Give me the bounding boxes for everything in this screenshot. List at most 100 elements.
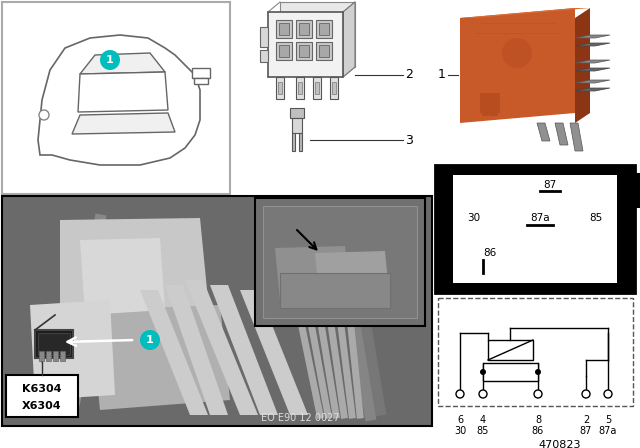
Text: EO E90 12 0027: EO E90 12 0027 (260, 413, 339, 423)
Circle shape (535, 369, 541, 375)
Bar (38, 333, 70, 355)
Polygon shape (575, 60, 610, 63)
Text: 3: 3 (405, 134, 413, 146)
Polygon shape (460, 8, 590, 18)
Polygon shape (60, 218, 210, 360)
Bar (319, 23, 329, 35)
Text: 6: 6 (457, 415, 463, 425)
Text: K6304: K6304 (22, 384, 61, 394)
Bar (255, 198, 425, 326)
Bar (316, 42, 332, 60)
Bar (279, 45, 289, 57)
Bar (276, 20, 292, 38)
Bar (296, 42, 312, 60)
Bar (60, 351, 65, 361)
Circle shape (100, 50, 120, 70)
Polygon shape (80, 53, 165, 74)
Bar (46, 351, 51, 361)
Polygon shape (575, 43, 610, 46)
Polygon shape (185, 280, 258, 415)
Bar (299, 133, 302, 151)
Bar (453, 175, 617, 283)
Bar (617, 212, 625, 224)
Polygon shape (575, 88, 610, 91)
Bar (332, 82, 336, 94)
Text: 1: 1 (438, 69, 446, 82)
Text: 85: 85 (589, 213, 603, 223)
Circle shape (502, 38, 532, 68)
Polygon shape (210, 285, 278, 415)
Circle shape (534, 390, 542, 398)
Bar (296, 20, 312, 38)
Bar (315, 82, 319, 94)
Text: 30: 30 (454, 426, 466, 436)
Bar (292, 133, 295, 151)
Polygon shape (140, 290, 208, 415)
Polygon shape (575, 68, 610, 71)
Polygon shape (38, 35, 200, 165)
Bar (260, 50, 268, 62)
Bar (319, 45, 329, 57)
Polygon shape (275, 246, 350, 300)
Polygon shape (72, 113, 175, 134)
Text: 1: 1 (106, 55, 114, 65)
Text: 8: 8 (535, 415, 541, 425)
Bar (263, 206, 417, 318)
Bar (299, 45, 309, 57)
Bar (6, 375, 78, 417)
Bar (53, 351, 58, 361)
Text: 87: 87 (580, 426, 592, 436)
Bar (268, 12, 343, 77)
Text: 85: 85 (477, 426, 489, 436)
Bar (260, 27, 268, 47)
Text: 87a: 87a (530, 213, 550, 223)
Polygon shape (575, 35, 610, 38)
Circle shape (480, 369, 486, 375)
Bar (192, 68, 210, 78)
Bar (292, 118, 302, 133)
Polygon shape (90, 305, 230, 410)
Polygon shape (78, 72, 168, 112)
Polygon shape (165, 285, 228, 415)
Bar (280, 273, 390, 308)
Bar (445, 212, 453, 224)
Bar (276, 42, 292, 60)
Bar (276, 77, 284, 99)
Text: 86: 86 (483, 248, 496, 258)
Circle shape (456, 390, 464, 398)
Bar (482, 108, 498, 116)
Polygon shape (537, 123, 550, 141)
Polygon shape (80, 238, 165, 315)
Bar (313, 77, 321, 99)
Text: 86: 86 (532, 426, 544, 436)
Bar (279, 23, 289, 35)
Polygon shape (460, 8, 575, 123)
Bar (35, 330, 73, 358)
Polygon shape (555, 123, 568, 145)
Polygon shape (315, 251, 390, 305)
Circle shape (604, 390, 612, 398)
Bar (2, 196, 432, 426)
Bar (194, 78, 208, 84)
Circle shape (140, 330, 160, 350)
Circle shape (582, 390, 590, 398)
Polygon shape (575, 8, 590, 123)
Bar (278, 82, 282, 94)
Bar (435, 165, 450, 180)
Bar (299, 23, 309, 35)
Bar (39, 351, 44, 361)
Bar (316, 20, 332, 38)
Text: 87: 87 (543, 180, 557, 190)
Text: 1: 1 (146, 335, 154, 345)
Circle shape (479, 390, 487, 398)
Bar (296, 77, 304, 99)
Bar (488, 340, 533, 360)
Bar (483, 363, 538, 381)
Text: 470823: 470823 (539, 440, 581, 448)
Polygon shape (343, 2, 355, 77)
Text: 4: 4 (480, 415, 486, 425)
Bar (290, 108, 304, 118)
Polygon shape (240, 290, 308, 415)
Bar (280, 2, 355, 67)
Bar (330, 77, 338, 99)
